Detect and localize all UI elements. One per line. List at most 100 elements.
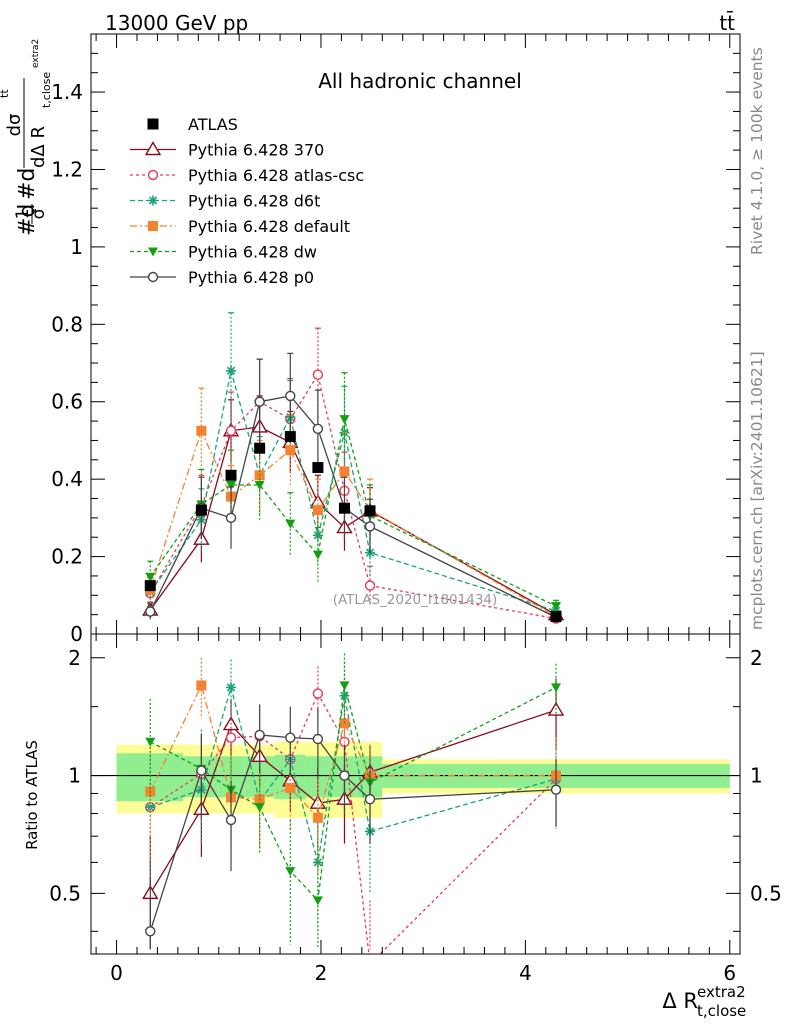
series-2-point (226, 365, 237, 376)
series-3-ratio-point (285, 782, 296, 793)
svg-text:#d: #d (15, 204, 40, 236)
series-4-point (285, 519, 296, 529)
legend-marker-1 (147, 169, 159, 181)
legend-marker-atlas (147, 118, 159, 130)
atlas-data-point (312, 462, 324, 474)
series-4-ratio-point (551, 683, 562, 693)
atlas-data-point (338, 502, 350, 514)
series-4-ratio-point (339, 681, 350, 691)
ylabel-numerator: dσ (4, 114, 25, 137)
series-4-point (339, 415, 350, 425)
atlas-data-point (550, 611, 562, 623)
atlas-data-point (254, 442, 266, 454)
series-5-point (364, 521, 376, 532)
y-tick-label: 1 (70, 235, 83, 259)
legend-label-3: Pythia 6.428 default (188, 217, 350, 236)
ratio-tick-label: 0.5 (49, 881, 81, 905)
x-tick-label: 2 (315, 961, 328, 985)
analysis-watermark: (ATLAS_2020_I1801434) (333, 592, 498, 608)
legend-label-atlas: ATLAS (188, 115, 238, 134)
legend-label-5: Pythia 6.428 p0 (188, 268, 314, 287)
y-tick-label: 1.2 (51, 157, 83, 181)
series-1-point (225, 425, 237, 436)
main-plot-axes: 0 0.2 0.4 0.6 0.8 1 1.2 1.4 (51, 34, 740, 646)
ylabel-numerator-sup: tt̄ (0, 89, 11, 98)
series-3-point (312, 505, 323, 516)
ratio-plot-panel: 0 2 4 6 0.5 0.5 1 1 2 2 (49, 633, 782, 985)
ylabel-denominator-sup: extra2 (31, 39, 41, 68)
ratio-plot-marks (142, 653, 565, 969)
series-2-ratio-point (226, 682, 237, 693)
legend-label-2: Pythia 6.428 d6t (188, 192, 320, 211)
y-axis-label: #d 1 σ #d dσ tt̄ dΔ R t,close extra2 (0, 39, 53, 236)
series-5-point (254, 396, 265, 407)
y-tick-label: 0.6 (51, 390, 83, 414)
series-5-ratio-point (339, 770, 350, 781)
y-tick-label: 1.4 (51, 80, 83, 104)
legend-label-4: Pythia 6.428 dw (188, 243, 317, 262)
energy-label: 13000 GeV pp (105, 11, 248, 35)
legend-label-0: Pythia 6.428 370 (188, 141, 324, 160)
y-tick-label: 0 (70, 622, 83, 646)
series-4-point (551, 602, 562, 612)
series-5-point (145, 606, 156, 617)
ylabel-sigma: σ (29, 208, 49, 219)
series-4-ratio-point (285, 867, 296, 877)
ratio-tick-label: 2 (68, 646, 81, 670)
series-4-line (149, 418, 557, 607)
series-1-ratio-line (149, 692, 557, 954)
series-5-ratio-point (225, 814, 237, 826)
chart-title: All hadronic channel (318, 69, 522, 93)
ylabel-denominator: dΔ R (28, 126, 49, 168)
series-5-ratio-point (196, 765, 207, 776)
series-1-ratio-point (312, 688, 324, 699)
series-1-point (364, 580, 376, 591)
y-tick-label: 0.8 (51, 312, 83, 336)
ratio-tick-label-right: 1 (750, 764, 763, 788)
rivet-version-label: Rivet 4.1.0, ≥ 100k events (748, 47, 766, 255)
x-axis-label: Δ R extra2 t,close (662, 983, 746, 1020)
series-4-ratio-point (312, 896, 323, 906)
series-1-point (312, 369, 324, 380)
ratio-tick-label: 1 (68, 764, 81, 788)
atlas-data-point (364, 505, 376, 517)
series-4-ratio-point (254, 803, 265, 813)
ylabel-prefix: #d (15, 204, 40, 236)
series-5-ratio-point (285, 732, 296, 743)
series-2-line (149, 370, 557, 612)
series-4-point (145, 572, 156, 582)
ylabel-denominator-sub: t,close (40, 72, 53, 108)
mcplots-label: mcplots.cern.ch [arXiv:2401.10621] (748, 351, 766, 630)
ratio-y-axis-label: Ratio to ATLAS (23, 740, 41, 850)
x-tick-label: 0 (110, 961, 123, 985)
legend-label-1: Pythia 6.428 atlas-csc (188, 166, 364, 185)
series-4-ratio-point (145, 737, 156, 747)
series-5-point (312, 423, 324, 435)
series-5-ratio-point (550, 784, 562, 795)
series-2-ratio-point (339, 690, 350, 701)
series-3-ratio-point (312, 812, 323, 823)
atlas-data-point (144, 580, 156, 592)
series-3-point (339, 466, 350, 477)
xlabel-sup: extra2 (697, 983, 746, 1001)
series-1-ratio-point (225, 732, 237, 743)
series-5-line (149, 395, 557, 618)
series-4-point (254, 480, 265, 490)
series-3-line (149, 428, 557, 618)
atlas-data-point (225, 469, 237, 481)
legend-marker-0 (144, 141, 162, 156)
series-1-ratio-point (366, 960, 375, 969)
legend-marker-3 (148, 221, 158, 231)
legend-marker-2 (148, 195, 158, 206)
series-3-point (196, 425, 207, 436)
atlas-data-point (284, 431, 296, 443)
ratio-plot-frame (90, 633, 741, 955)
xlabel-sub: t,close (697, 1002, 746, 1020)
series-4-point (312, 550, 323, 560)
series-0-line (149, 426, 557, 616)
series-5-ratio-point (364, 794, 376, 805)
ratio-uncertainty-bands (91, 741, 740, 818)
legend-marker-5 (147, 271, 159, 283)
legend-marker-4 (148, 247, 158, 257)
